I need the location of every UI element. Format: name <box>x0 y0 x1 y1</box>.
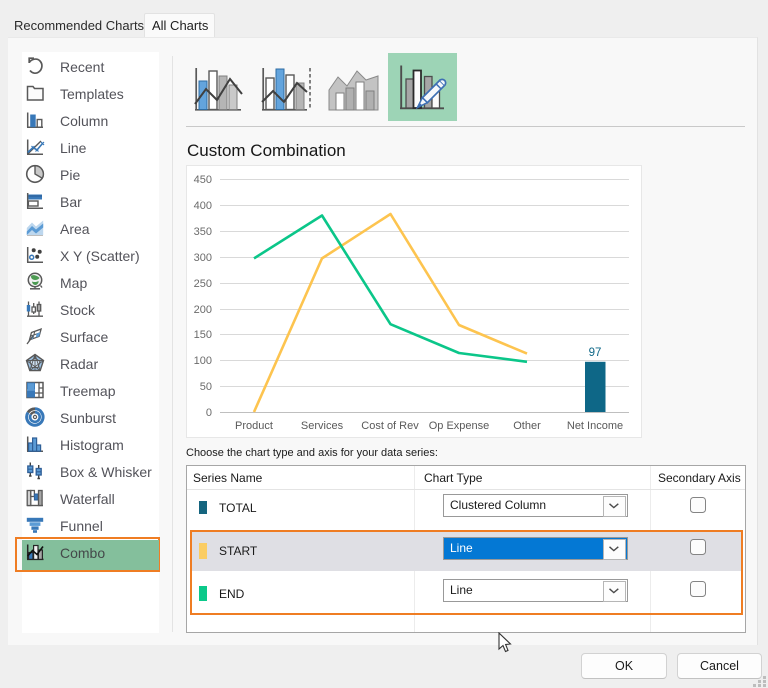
svg-text:150: 150 <box>194 329 212 341</box>
svg-text:100: 100 <box>194 355 212 367</box>
svg-text:200: 200 <box>194 304 212 316</box>
svg-text:Product: Product <box>235 420 273 432</box>
svg-text:450: 450 <box>194 174 212 186</box>
svg-text:Net Income: Net Income <box>567 420 623 432</box>
svg-text:350: 350 <box>194 226 212 238</box>
svg-text:Services: Services <box>301 420 344 432</box>
svg-text:0: 0 <box>206 407 212 419</box>
svg-text:97: 97 <box>589 347 602 359</box>
svg-text:Op Expense: Op Expense <box>429 420 490 432</box>
svg-text:300: 300 <box>194 252 212 264</box>
svg-text:400: 400 <box>194 200 212 212</box>
svg-text:Cost of Rev: Cost of Rev <box>361 420 419 432</box>
svg-text:250: 250 <box>194 278 212 290</box>
svg-text:Other: Other <box>513 420 541 432</box>
svg-text:50: 50 <box>200 381 212 393</box>
